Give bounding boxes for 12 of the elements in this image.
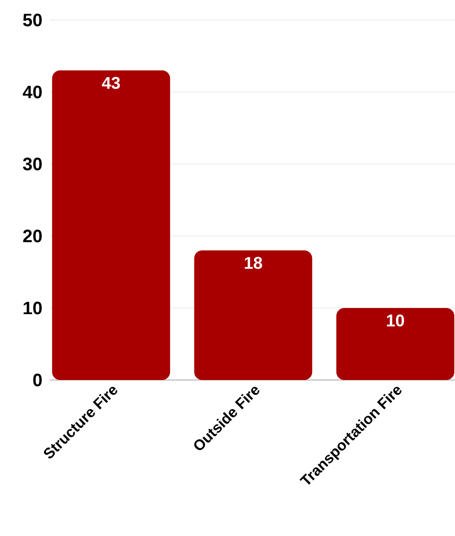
data-label: 43 bbox=[102, 76, 120, 89]
y-tick-label: 10 bbox=[23, 302, 42, 314]
data-label: 18 bbox=[244, 256, 262, 269]
y-tick-label: 20 bbox=[22, 230, 42, 242]
data-label: 10 bbox=[386, 314, 404, 327]
y-tick-label: 40 bbox=[22, 86, 42, 98]
y-tick-label: 30 bbox=[22, 158, 42, 170]
y-tick-label: 0 bbox=[33, 374, 42, 386]
bar bbox=[52, 70, 170, 380]
y-tick-label: 50 bbox=[22, 14, 42, 26]
bar bbox=[194, 250, 312, 380]
bar bbox=[336, 308, 454, 380]
